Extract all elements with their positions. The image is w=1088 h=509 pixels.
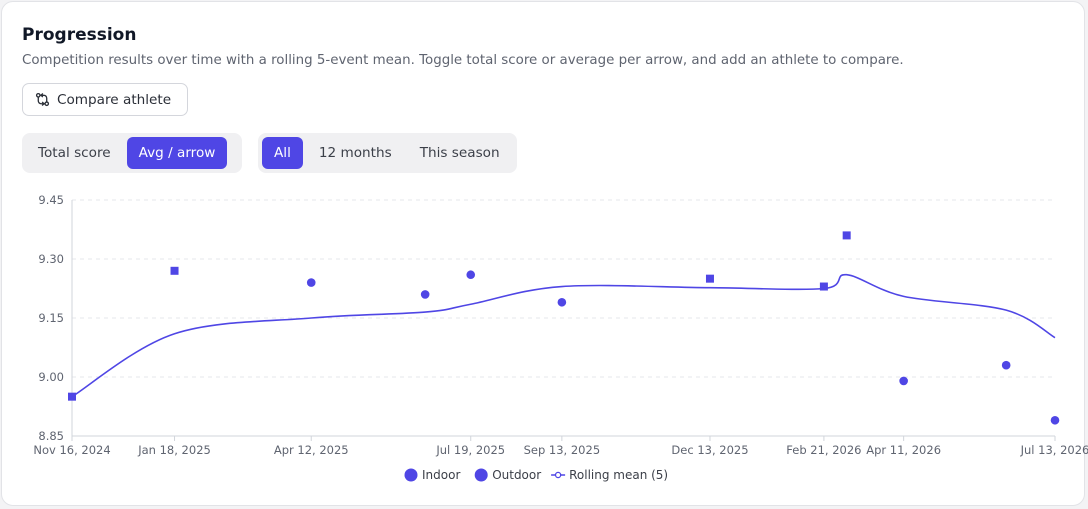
x-tick-label: Jul 13, 2026 (1020, 443, 1088, 457)
indoor-point (68, 392, 76, 401)
tab-avg-per-arrow[interactable]: Avg / arrow (126, 137, 228, 169)
indoor-point (819, 282, 828, 291)
y-tick-label: 8.85 (38, 429, 64, 443)
outdoor-point (466, 270, 476, 280)
legend-label: Rolling mean (5) (569, 468, 668, 482)
metric-toggle: Total score Avg / arrow (22, 133, 242, 173)
indoor-point (842, 231, 851, 240)
x-tick-label: Feb 21, 2026 (786, 443, 861, 457)
tab-range-this-season[interactable]: This season (408, 137, 512, 169)
x-tick-label: Jul 19, 2025 (435, 443, 505, 457)
legend-label: Indoor (422, 468, 460, 482)
tab-range-12-months[interactable]: 12 months (307, 137, 404, 169)
y-tick-label: 9.15 (38, 311, 64, 325)
legend-swatch-outdoor (474, 468, 488, 482)
chart-legend: Indoor Outdoor Rolling mean (5) (404, 468, 668, 482)
tab-total-score[interactable]: Total score (26, 137, 123, 169)
x-tick-label: Apr 11, 2026 (866, 443, 941, 457)
outdoor-point (306, 278, 316, 287)
indoor-point (705, 274, 714, 283)
x-tick-label: Apr 12, 2025 (274, 443, 349, 457)
legend-label: Outdoor (492, 468, 541, 482)
card-title: Progression (22, 25, 137, 45)
compare-athlete-label: Compare athlete (57, 91, 172, 108)
outdoor-point (1050, 415, 1060, 425)
y-tick-label: 9.45 (38, 193, 64, 207)
outdoor-point (557, 297, 567, 307)
card-subtitle: Competition results over time with a rol… (22, 53, 904, 68)
x-tick-label: Nov 16, 2024 (33, 443, 110, 457)
outdoor-point (1001, 360, 1011, 370)
compare-arrows-icon (35, 92, 50, 107)
x-tick-label: Sep 13, 2025 (524, 443, 601, 457)
x-tick-label: Dec 13, 2025 (671, 443, 748, 457)
rolling-mean-line (71, 273, 1056, 398)
x-tick-label: Jan 18, 2025 (137, 443, 211, 457)
indoor-point (170, 266, 179, 275)
legend-swatch-rolling-mean-dot (554, 471, 562, 479)
outdoor-point (420, 290, 430, 299)
range-toggle: All 12 months This season (258, 133, 517, 173)
legend-swatch-indoor (404, 468, 418, 482)
y-tick-label: 9.00 (38, 370, 64, 384)
tab-range-all[interactable]: All (262, 137, 303, 169)
compare-athlete-button[interactable]: Compare athlete (22, 83, 188, 116)
outdoor-point (899, 376, 908, 386)
y-tick-label: 9.30 (38, 252, 64, 266)
